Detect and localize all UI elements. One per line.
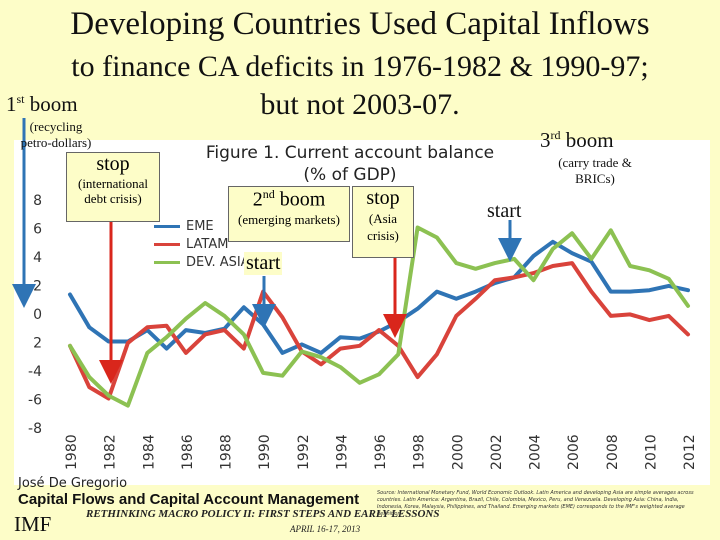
boom3-note: (carry trade & BRICs)	[558, 155, 632, 186]
conference-subtitle: RETHINKING MACRO POLICY II: FIRST STEPS …	[86, 508, 440, 520]
legend-item-latam: LATAM	[154, 236, 250, 254]
series-line-latam	[68, 261, 690, 401]
x-tick-label: 2008	[605, 434, 621, 470]
stop1-title: stop	[96, 153, 130, 175]
x-tick-label: 1994	[334, 434, 350, 470]
x-tick-label: 2012	[682, 434, 698, 470]
conference-dates: APRIL 16-17, 2013	[290, 524, 361, 534]
x-tick-label: 1996	[373, 434, 389, 470]
boom1-label: 1st boom	[6, 92, 78, 116]
series-lines	[68, 225, 690, 408]
chart-legend: EME LATAM DEV. ASIA	[154, 218, 250, 272]
x-axis-tick-labels: 1980 1982 1984 1986 1988 1990 1992 1994 1996 1998…	[64, 434, 698, 470]
x-tick-label: 1980	[64, 434, 80, 470]
y-tick-label: 2	[33, 279, 42, 295]
boom3-label: 3rd boom	[540, 128, 614, 152]
x-tick-label: 1986	[180, 434, 196, 470]
conference-title: Capital Flows and Capital Account Manage…	[18, 491, 360, 508]
annotation-arrows	[12, 118, 522, 384]
x-tick-label: 2006	[566, 434, 582, 470]
x-tick-label: 1988	[219, 434, 235, 470]
y-tick-label: 2	[33, 336, 42, 352]
y-tick-label: 8	[33, 193, 42, 209]
source-note: Source: International Monetary Fund, Wor…	[377, 490, 694, 517]
y-tick-label: 6	[33, 222, 42, 238]
slide-title-line3: but not 2003-07.	[260, 88, 460, 121]
x-tick-label: 2002	[489, 434, 505, 470]
slide-title-line2: to finance CA deficits in 1976-1982 & 19…	[71, 50, 649, 83]
x-tick-label: 2010	[643, 434, 659, 470]
x-tick-label: 1998	[412, 434, 428, 470]
y-tick-label: -4	[28, 364, 42, 380]
author-name: José De Gregorio	[18, 476, 128, 491]
stop2-title: stop	[366, 187, 400, 209]
stop1-callout: stop (international debt crisis)	[66, 152, 160, 222]
y-axis-tick-labels: 8 6 4 2 0 2 -4 -6 -8	[28, 193, 42, 437]
boom2-title: 2nd boom	[252, 187, 326, 211]
legend-item-dev-asia: DEV. ASIA	[154, 254, 250, 272]
x-tick-label: 2004	[528, 434, 544, 470]
series-line-dev-asia	[68, 225, 690, 408]
start2-label: start	[487, 200, 522, 222]
legend-item-eme: EME	[154, 218, 250, 236]
y-tick-label: -6	[28, 393, 42, 409]
start1-label: start	[244, 252, 283, 275]
y-tick-label: -8	[28, 421, 42, 437]
y-tick-label: 0	[33, 307, 42, 323]
x-tick-label: 2000	[450, 434, 466, 470]
chart-title: Figure 1. Current account balance (% of …	[180, 142, 520, 186]
x-tick-label: 1990	[257, 434, 273, 470]
boom2-callout: 2nd boom (emerging markets)	[228, 186, 350, 242]
x-tick-label: 1992	[296, 434, 312, 470]
x-tick-label: 1982	[103, 434, 119, 470]
y-tick-label: 4	[33, 250, 42, 266]
x-tick-label: 1984	[141, 434, 157, 470]
chart-title-line2: (% of GDP)	[303, 165, 397, 185]
stop2-callout: stop (Asia crisis)	[352, 186, 414, 258]
slide-title-line1: Developing Countries Used Capital Inflow…	[70, 6, 650, 42]
imf-label: IMF	[14, 512, 52, 536]
boom1-note: (recycling petro-dollars)	[20, 119, 92, 150]
chart-title-line1: Figure 1. Current account balance	[205, 143, 495, 163]
